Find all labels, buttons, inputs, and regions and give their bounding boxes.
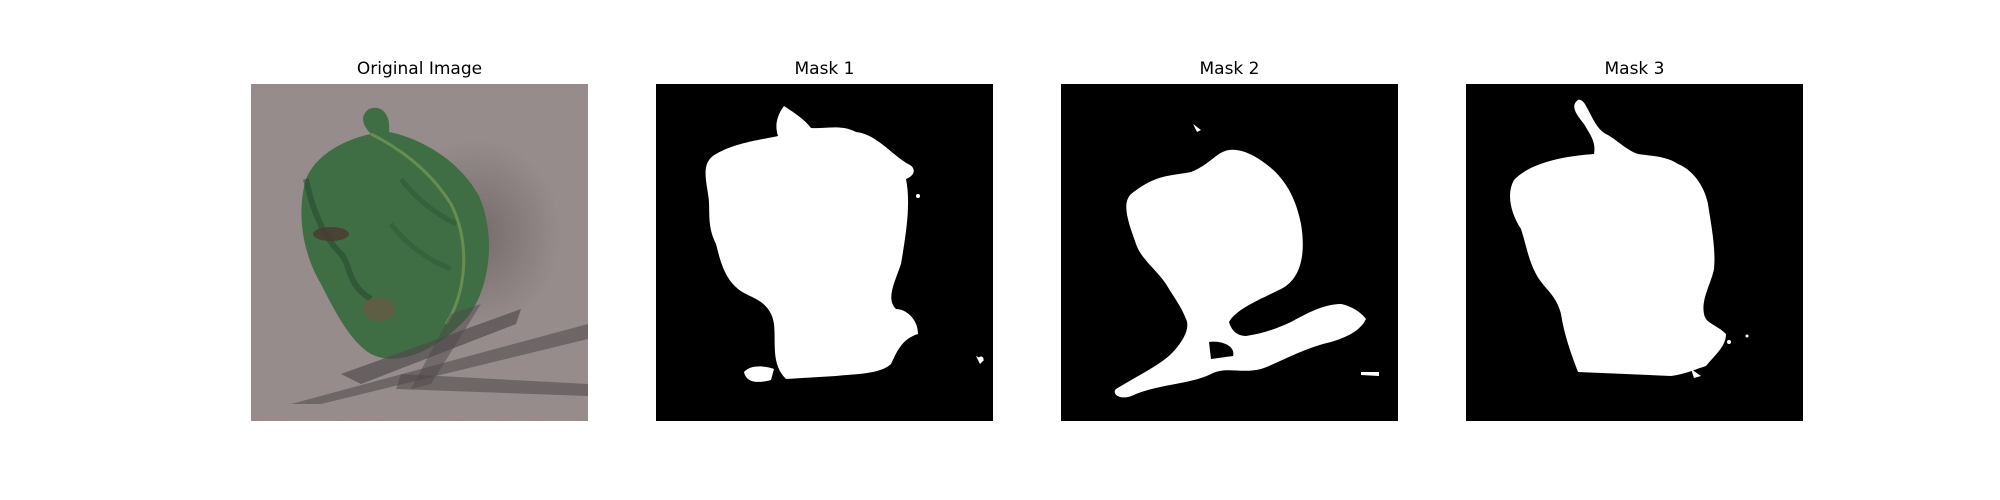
mask-1 <box>656 84 993 421</box>
panel-title: Mask 3 <box>1604 59 1665 79</box>
panel-original-image: Original Image <box>251 0 588 500</box>
panel-mask-1: Mask 1 <box>656 0 993 500</box>
panel-mask-3: Mask 3 <box>1466 0 1803 500</box>
panel-title: Original Image <box>356 59 483 79</box>
panel-mask-2: Mask 2 <box>1061 0 1398 500</box>
mask-3 <box>1466 84 1803 421</box>
mask-2 <box>1061 84 1398 421</box>
mask-1-image <box>656 84 993 421</box>
mask-3-image <box>1466 84 1803 421</box>
mask-2-image <box>1061 84 1398 421</box>
panel-title: Mask 2 <box>1199 59 1260 79</box>
leaf-photo <box>251 84 588 421</box>
panel-title: Mask 1 <box>794 59 855 79</box>
original-image <box>251 84 588 421</box>
